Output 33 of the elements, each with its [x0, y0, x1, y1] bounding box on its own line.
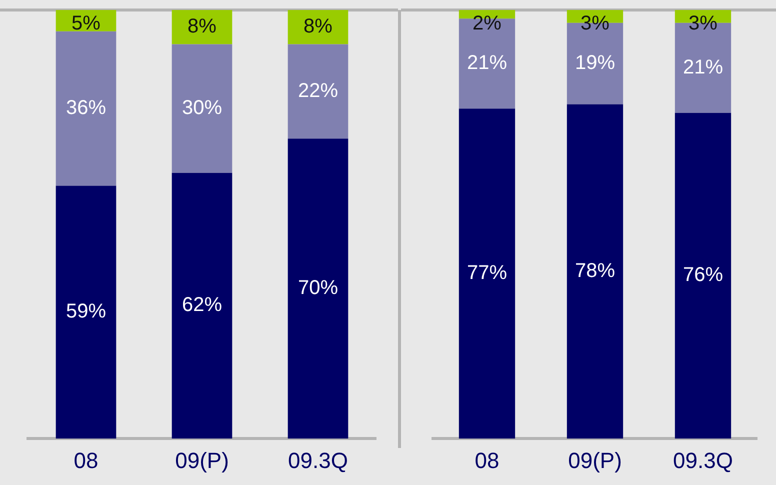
x-tick-label: 09.3Q [673, 448, 733, 473]
data-label: 5% [72, 12, 101, 35]
x-tick-label: 09(P) [175, 448, 229, 473]
data-label: 36% [66, 97, 106, 120]
bar [288, 44, 348, 139]
data-label: 8% [304, 16, 333, 38]
data-label: 19% [574, 52, 616, 74]
bar [458, 108, 516, 439]
x-tick-label: 09.3Q [288, 448, 348, 473]
x-tick-label: 09(P) [568, 448, 622, 473]
bar [288, 138, 348, 439]
bar [56, 186, 116, 439]
data-label: 22% [298, 80, 338, 102]
x-tick-label: 08 [74, 448, 98, 473]
data-label: 21% [466, 52, 508, 74]
bar [56, 31, 116, 186]
data-label: 30% [182, 97, 222, 120]
data-label: 2% [472, 12, 502, 35]
bar [674, 112, 732, 439]
data-label: 59% [66, 300, 106, 323]
bar [172, 172, 232, 439]
bar [172, 10, 232, 44]
data-label: 62% [182, 294, 222, 316]
x-tick-label: 08 [474, 448, 500, 473]
data-label: 76% [682, 264, 724, 286]
data-label: 70% [298, 277, 338, 300]
data-label: 8% [188, 16, 217, 38]
bar [172, 44, 232, 173]
bar [566, 104, 624, 439]
data-label: 77% [466, 262, 508, 284]
data-label: 21% [682, 56, 724, 78]
data-label: 78% [574, 260, 616, 282]
bar [288, 10, 348, 44]
